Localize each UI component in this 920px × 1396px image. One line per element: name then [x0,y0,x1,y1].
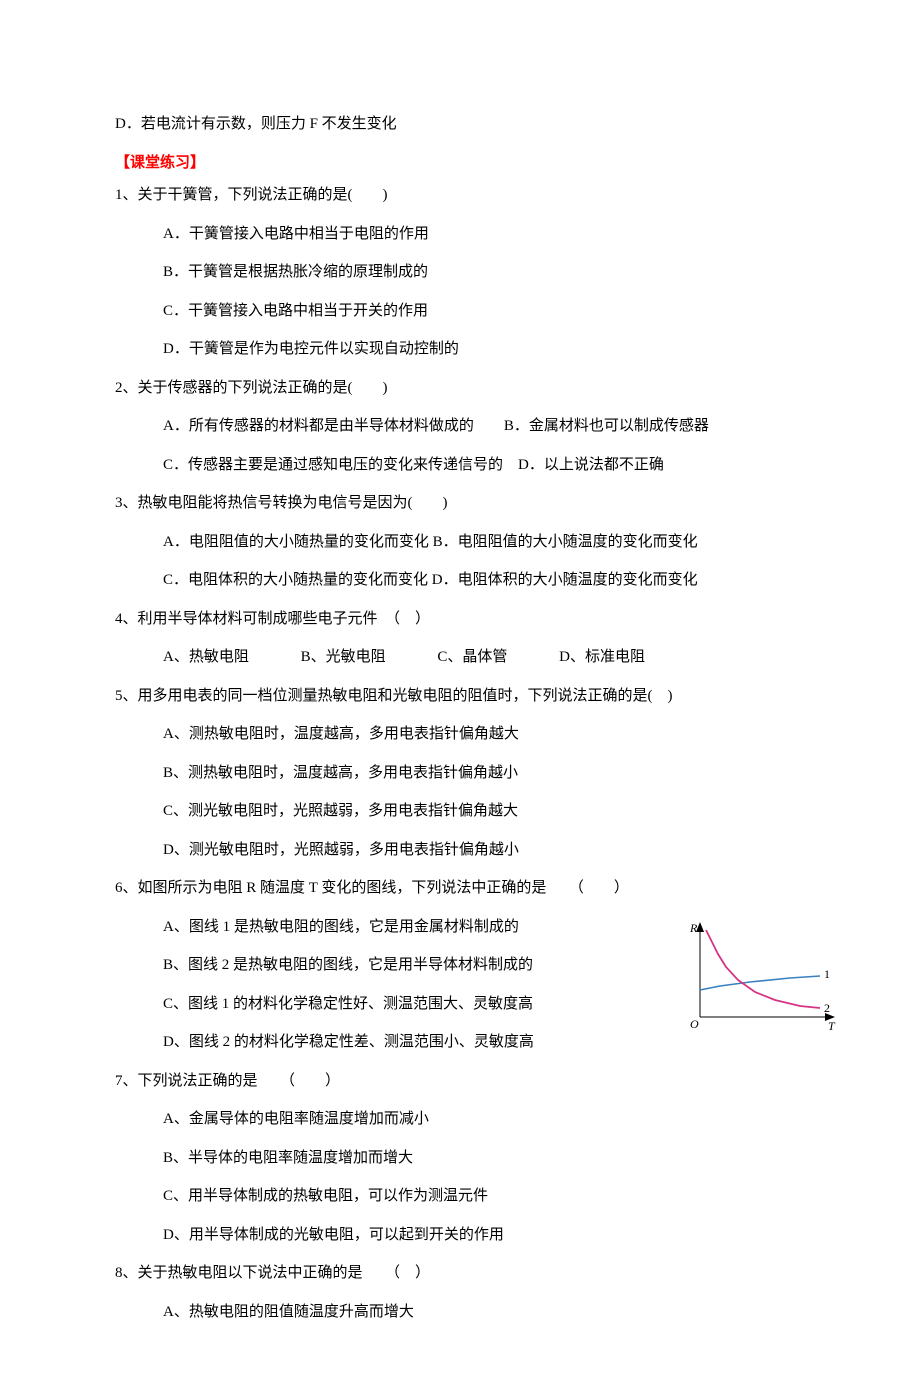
q5-option-b: B、测热敏电阻时，温度越高，多用电表指针偏角越小 [163,759,820,788]
q2-option-d: D．以上说法都不正确 [518,457,664,473]
q4-option-b: B、光敏电阻 [301,643,386,672]
curve-1-label: 1 [824,967,830,981]
q8-stem: 8、关于热敏电阻以下说法中正确的是 （ ） [115,1259,820,1288]
q1-stem: 1、关于干簧管，下列说法正确的是( ) [115,181,820,210]
q2-option-ab: A．所有传感器的材料都是由半导体材料做成的 B．金属材料也可以制成传感器 [163,412,820,441]
q2-option-c: C．传感器主要是通过感知电压的变化来传递信号的 [163,457,503,473]
q4-option-d: D、标准电阻 [559,643,645,672]
q7-option-c: C、用半导体制成的热敏电阻，可以作为测温元件 [163,1182,820,1211]
q2-option-b: B．金属材料也可以制成传感器 [504,418,709,434]
q3-option-c: C．电阻体积的大小随热量的变化而变化 [163,572,428,588]
q7-option-a: A、金属导体的电阻率随温度增加而减小 [163,1105,820,1134]
q1-option-c: C．干簧管接入电路中相当于开关的作用 [163,297,820,326]
q4-options: A、热敏电阻 B、光敏电阻 C、晶体管 D、标准电阻 [163,643,820,672]
q5-option-a: A、测热敏电阻时，温度越高，多用电表指针偏角越大 [163,720,820,749]
q5-stem: 5、用多用电表的同一档位测量热敏电阻和光敏电阻的阻值时，下列说法正确的是( ) [115,682,820,711]
q6-stem: 6、如图所示为电阻 R 随温度 T 变化的图线，下列说法中正确的是 （ ） [115,874,820,903]
q7-stem: 7、下列说法正确的是 （ ） [115,1067,820,1096]
q3-option-a: A．电阻阻值的大小随热量的变化而变化 [163,534,429,550]
q5-option-d: D、测光敏电阻时，光照越弱，多用电表指针偏角越小 [163,836,820,865]
curve-2-label: 2 [824,1001,830,1015]
q2-stem: 2、关于传感器的下列说法正确的是( ) [115,374,820,403]
q2-option-cd: C．传感器主要是通过感知电压的变化来传递信号的 D．以上说法都不正确 [163,451,820,480]
q7-option-d: D、用半导体制成的光敏电阻，可以起到开关的作用 [163,1221,820,1250]
q1-option-d: D．干簧管是作为电控元件以实现自动控制的 [163,335,820,364]
prior-option-d: D．若电流计有示数，则压力 F 不发生变化 [115,110,820,139]
axis-t-label: T [828,1019,836,1032]
q3-option-b: B．电阻阻值的大小随温度的变化而变化 [433,534,698,550]
q3-option-ab: A．电阻阻值的大小随热量的变化而变化 B．电阻阻值的大小随温度的变化而变化 [163,528,820,557]
q7-option-b: B、半导体的电阻率随温度增加而增大 [163,1144,820,1173]
q3-option-cd: C．电阻体积的大小随热量的变化而变化 D．电阻体积的大小随温度的变化而变化 [163,566,820,595]
q2-option-a: A．所有传感器的材料都是由半导体材料做成的 [163,418,474,434]
q4-stem: 4、利用半导体材料可制成哪些电子元件 （ ） [115,605,820,634]
q4-option-c: C、晶体管 [437,643,507,672]
axis-r-label: R [690,922,698,935]
q5-option-c: C、测光敏电阻时，光照越弱，多用电表指针偏角越大 [163,797,820,826]
q1-option-b: B．干簧管是根据热胀冷缩的原理制成的 [163,258,820,287]
q3-stem: 3、热敏电阻能将热信号转换为电信号是因为( ) [115,489,820,518]
q6-chart: R T O 1 2 [690,922,840,1042]
q4-option-a: A、热敏电阻 [163,643,249,672]
origin-label: O [690,1017,699,1031]
q3-option-d: D．电阻体积的大小随温度的变化而变化 [432,572,698,588]
q1-option-a: A．干簧管接入电路中相当于电阻的作用 [163,220,820,249]
section-title: 【课堂练习】 [115,149,820,178]
